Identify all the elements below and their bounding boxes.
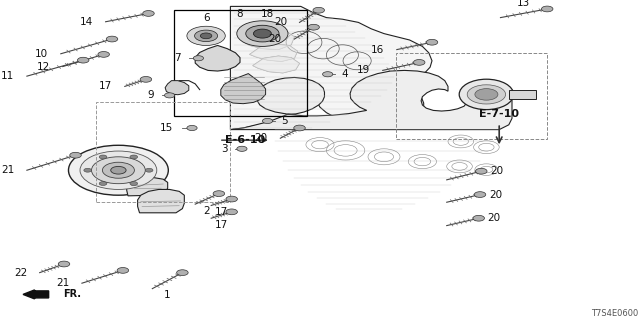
Circle shape bbox=[130, 182, 138, 186]
Text: FR.: FR. bbox=[63, 289, 81, 300]
Text: 20: 20 bbox=[269, 34, 282, 44]
Polygon shape bbox=[221, 74, 266, 104]
Text: 20: 20 bbox=[255, 133, 268, 143]
Text: 20: 20 bbox=[488, 213, 500, 223]
Circle shape bbox=[476, 168, 487, 174]
Text: 7: 7 bbox=[174, 53, 180, 63]
Bar bbox=[174, 10, 307, 116]
Circle shape bbox=[68, 145, 168, 195]
Circle shape bbox=[294, 125, 305, 131]
Text: 20: 20 bbox=[490, 166, 503, 176]
Text: E-7-10: E-7-10 bbox=[479, 109, 519, 119]
Text: 4: 4 bbox=[342, 69, 348, 79]
Text: 13: 13 bbox=[517, 0, 531, 8]
Text: 14: 14 bbox=[80, 17, 93, 27]
Text: 2: 2 bbox=[204, 205, 211, 216]
Polygon shape bbox=[138, 189, 184, 213]
Circle shape bbox=[237, 146, 247, 151]
Text: 11: 11 bbox=[1, 71, 14, 81]
Circle shape bbox=[130, 155, 138, 159]
Circle shape bbox=[187, 125, 197, 131]
Circle shape bbox=[187, 26, 225, 45]
Circle shape bbox=[226, 196, 237, 202]
Text: 5: 5 bbox=[282, 116, 288, 126]
Circle shape bbox=[323, 72, 333, 77]
Circle shape bbox=[237, 21, 288, 46]
Circle shape bbox=[253, 29, 271, 38]
Polygon shape bbox=[127, 178, 168, 196]
Circle shape bbox=[246, 25, 279, 42]
Circle shape bbox=[262, 118, 273, 124]
Text: E-6-10: E-6-10 bbox=[225, 135, 266, 145]
Circle shape bbox=[98, 52, 109, 57]
Polygon shape bbox=[243, 29, 294, 50]
Polygon shape bbox=[230, 70, 512, 130]
Circle shape bbox=[541, 6, 553, 12]
Polygon shape bbox=[165, 81, 189, 95]
Text: 17: 17 bbox=[215, 220, 228, 230]
Text: 9: 9 bbox=[147, 90, 154, 100]
FancyArrow shape bbox=[23, 290, 49, 299]
Circle shape bbox=[474, 192, 486, 197]
Circle shape bbox=[99, 155, 107, 159]
Text: 16: 16 bbox=[371, 44, 384, 55]
Circle shape bbox=[413, 60, 425, 65]
Text: 21: 21 bbox=[1, 165, 14, 175]
Bar bbox=[396, 53, 547, 139]
Circle shape bbox=[80, 151, 157, 189]
Text: 17: 17 bbox=[215, 207, 228, 217]
Text: 1: 1 bbox=[164, 290, 171, 300]
Circle shape bbox=[117, 268, 129, 273]
Circle shape bbox=[195, 30, 218, 42]
Polygon shape bbox=[230, 6, 432, 130]
Text: 17: 17 bbox=[99, 81, 112, 92]
Circle shape bbox=[177, 270, 188, 276]
Text: 15: 15 bbox=[159, 123, 173, 133]
Circle shape bbox=[140, 76, 152, 82]
Text: 3: 3 bbox=[221, 144, 228, 154]
Text: 20: 20 bbox=[489, 189, 502, 200]
Circle shape bbox=[467, 85, 506, 104]
Circle shape bbox=[143, 11, 154, 16]
Circle shape bbox=[426, 39, 438, 45]
Text: 10: 10 bbox=[35, 49, 48, 59]
Circle shape bbox=[99, 182, 107, 186]
Circle shape bbox=[102, 162, 134, 178]
Text: 18: 18 bbox=[261, 9, 274, 19]
Bar bbox=[96, 102, 230, 202]
Circle shape bbox=[475, 89, 498, 100]
Text: 12: 12 bbox=[37, 61, 50, 72]
Circle shape bbox=[226, 209, 237, 215]
Circle shape bbox=[164, 93, 175, 98]
Circle shape bbox=[473, 215, 484, 221]
Text: 6: 6 bbox=[203, 13, 209, 23]
Text: 19: 19 bbox=[357, 65, 370, 76]
Circle shape bbox=[308, 24, 319, 30]
Bar bbox=[509, 90, 536, 99]
Circle shape bbox=[92, 157, 145, 184]
Circle shape bbox=[70, 152, 81, 158]
Circle shape bbox=[145, 168, 153, 172]
Circle shape bbox=[77, 57, 89, 63]
Circle shape bbox=[200, 33, 212, 39]
Circle shape bbox=[111, 166, 126, 174]
Circle shape bbox=[193, 56, 204, 61]
Circle shape bbox=[313, 7, 324, 13]
Ellipse shape bbox=[460, 79, 514, 109]
Polygon shape bbox=[253, 56, 300, 73]
Circle shape bbox=[58, 261, 70, 267]
Text: 8: 8 bbox=[237, 9, 243, 19]
Text: 21: 21 bbox=[56, 278, 69, 288]
Polygon shape bbox=[250, 44, 298, 61]
Circle shape bbox=[84, 168, 92, 172]
Text: 22: 22 bbox=[14, 268, 27, 278]
Polygon shape bbox=[195, 45, 240, 71]
Text: 20: 20 bbox=[274, 17, 287, 28]
Circle shape bbox=[213, 191, 225, 196]
Circle shape bbox=[106, 36, 118, 42]
Text: T7S4E0600: T7S4E0600 bbox=[591, 309, 639, 318]
